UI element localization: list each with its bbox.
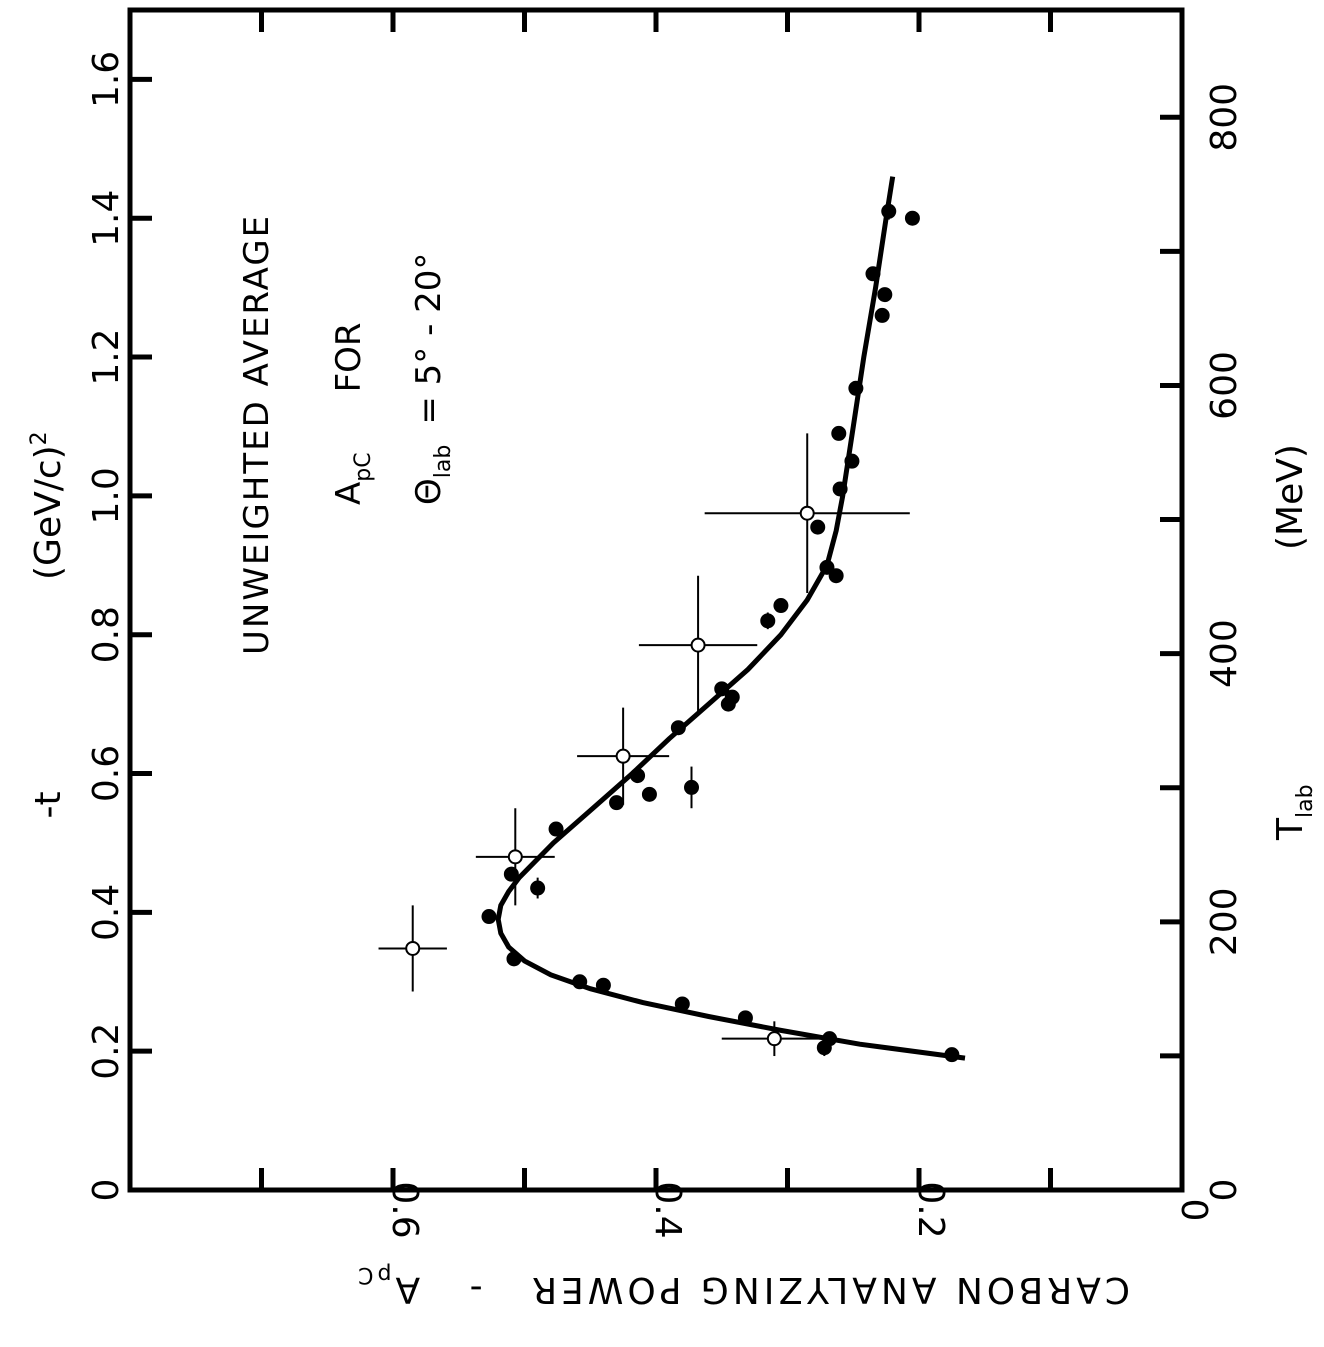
tick-label-t: 1.0 — [86, 467, 127, 524]
tick-label-tlab: 800 — [1204, 83, 1245, 152]
open-data-point — [405, 940, 421, 956]
filled-data-point — [819, 559, 835, 575]
annotation-line3: Θlab = 5° - 20° — [409, 253, 456, 505]
y-axis-title-sep: - — [466, 1269, 483, 1310]
x-top-unit: (GeV/c)2 — [27, 431, 69, 580]
x-top-unit-sup: 2 — [27, 431, 52, 445]
tick-labels: 0 0.2 0.4 0.6 0.8 1.0 1.2 1.4 1.6 0 200 400 600 800 0.… — [86, 51, 1245, 1239]
filled-data-point — [481, 909, 497, 925]
tick-label-t: 0 — [86, 1179, 127, 1202]
tick-label-apc: 0.4 — [647, 1181, 688, 1238]
tick-label-tlab: 0 — [1204, 1179, 1245, 1202]
filled-data-point — [724, 689, 740, 705]
filled-data-point — [674, 996, 690, 1012]
filled-data-point — [760, 613, 776, 629]
open-data-point — [615, 748, 631, 764]
filled-data-point — [810, 519, 826, 535]
filled-data-point — [503, 866, 519, 882]
open-data-point — [690, 637, 706, 653]
filled-data-point — [832, 481, 848, 497]
annotation-line1: UNWEIGHTED AVERAGE — [237, 214, 277, 655]
tick-label-apc-zero: 0 — [1173, 1199, 1214, 1222]
open-data-point — [766, 1031, 782, 1047]
filled-data-point — [874, 307, 890, 323]
x-bottom-title-sub: lab — [1293, 784, 1318, 818]
x-bottom-unit: (MeV) — [1270, 444, 1311, 550]
annotation-line2-symbol: A — [329, 482, 369, 505]
filled-data-point — [548, 821, 564, 837]
filled-data-point — [831, 425, 847, 441]
filled-data-point — [714, 681, 730, 697]
filled-data-point — [506, 951, 522, 967]
tick-label-tlab: 200 — [1204, 887, 1245, 956]
annotation-line3-symbol: Θ — [409, 478, 449, 505]
filled-data-point — [670, 720, 686, 736]
filled-data-point — [881, 203, 897, 219]
filled-data-point — [944, 1047, 960, 1063]
filled-data-point — [877, 287, 893, 303]
filled-data-point — [641, 786, 657, 802]
filled-data-point — [828, 568, 844, 584]
y-axis-title-sub: pC — [354, 1262, 391, 1287]
x-bottom-title: Tlab — [1270, 784, 1318, 841]
tick-label-tlab: 400 — [1204, 619, 1245, 688]
filled-data-point — [822, 1031, 838, 1047]
x-bottom-title-symbol: T — [1270, 817, 1311, 841]
filled-data-point — [844, 453, 860, 469]
tick-label-apc: 0.6 — [384, 1181, 425, 1238]
tick-label-t: 0.4 — [86, 884, 127, 941]
error-bars — [378, 202, 910, 1057]
filled-data-point — [595, 977, 611, 993]
plot-frame — [127, 7, 1185, 1193]
filled-data-point — [684, 779, 700, 795]
y-axis-title: CARBON ANALYZING POWER - ApC — [354, 1262, 1130, 1310]
tick-label-tlab: 600 — [1204, 351, 1245, 420]
tick-label-t: 1.2 — [86, 328, 127, 385]
open-data-point — [799, 505, 815, 521]
filled-data-point — [609, 795, 625, 811]
filled-data-point — [630, 768, 646, 784]
tick-marks — [130, 10, 1182, 1193]
tick-label-apc: 0.2 — [910, 1181, 951, 1238]
x-top-title: -t — [28, 791, 69, 818]
annotation-line2: ApC FOR — [329, 322, 376, 505]
open-data-point — [507, 849, 523, 865]
fit-curve — [495, 176, 966, 1061]
y-axis-title-symbol: A — [392, 1269, 421, 1310]
filled-data-point — [773, 598, 789, 614]
filled-data-point — [865, 266, 881, 282]
filled-data-point — [737, 1010, 753, 1026]
annotation-line2-rest: FOR — [329, 322, 369, 392]
x-top-unit-text: (GeV/c) — [28, 445, 69, 580]
tick-label-t: 0.6 — [86, 745, 127, 802]
tick-label-t: 1.4 — [86, 190, 127, 247]
annotation-line3-rest: = 5° - 20° — [409, 253, 449, 425]
annotation-line3-sub: lab — [431, 445, 456, 479]
annotation-line2-sub: pC — [351, 452, 376, 481]
tick-label-t: 0.2 — [86, 1023, 127, 1080]
tick-label-t: 0.8 — [86, 606, 127, 663]
filled-data-point — [904, 210, 920, 226]
tick-label-t: 1.6 — [86, 51, 127, 108]
filled-data-point — [848, 380, 864, 396]
data-points — [405, 203, 960, 1063]
filled-data-point — [572, 974, 588, 990]
filled-data-point — [530, 880, 546, 896]
y-axis-title-text: CARBON ANALYZING POWER — [528, 1269, 1130, 1310]
